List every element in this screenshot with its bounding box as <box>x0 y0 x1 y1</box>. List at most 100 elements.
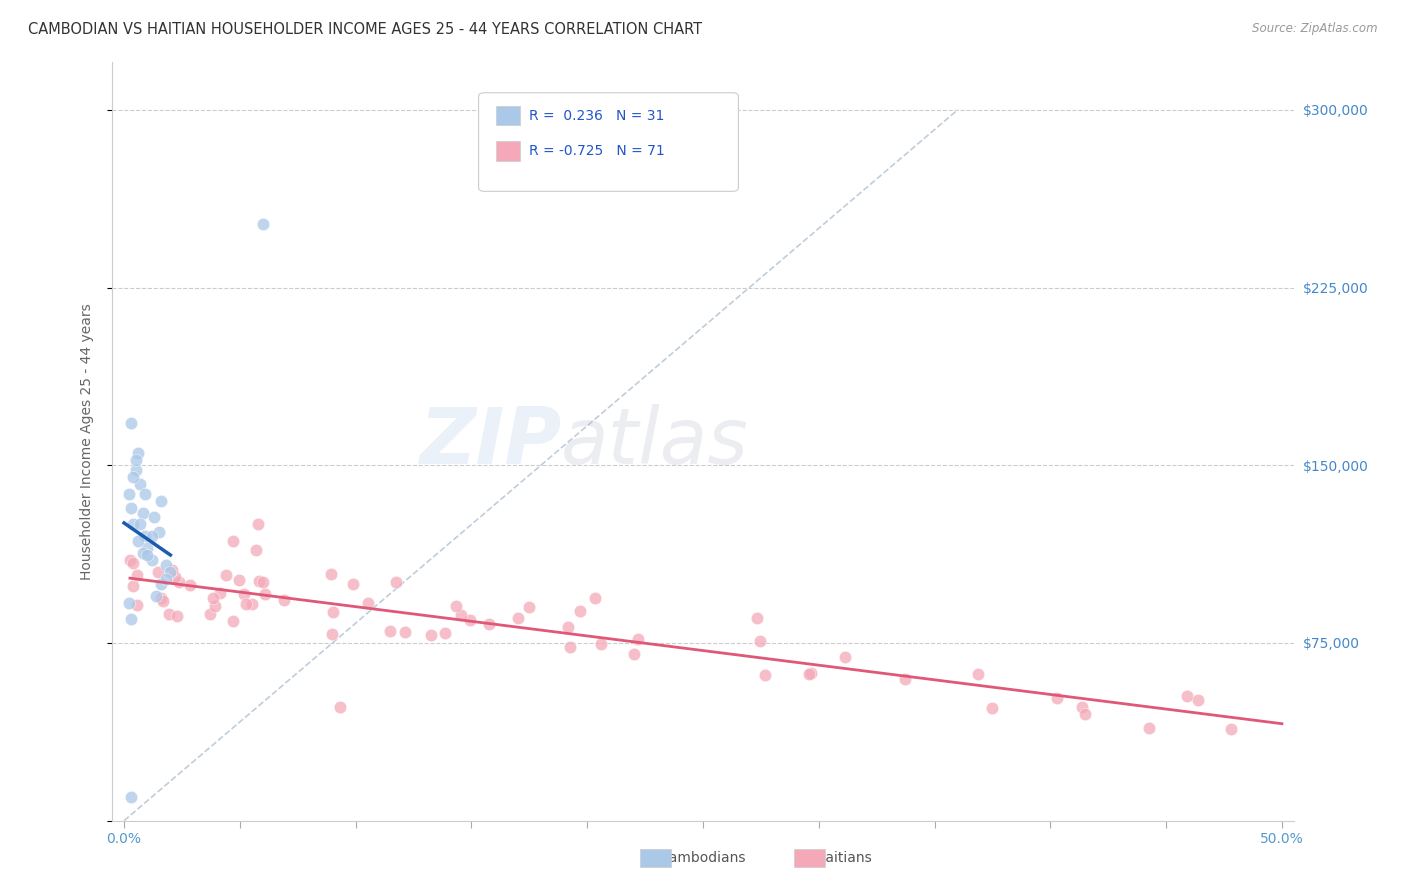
Point <box>120 416 142 430</box>
Point <box>385 575 408 590</box>
Text: R =  0.236   N = 31: R = 0.236 N = 31 <box>530 109 665 122</box>
Point <box>127 446 149 460</box>
Point <box>204 599 226 614</box>
Point <box>589 637 612 651</box>
Point <box>235 597 257 611</box>
Point <box>894 672 917 686</box>
Point <box>131 506 153 520</box>
Point <box>215 568 238 582</box>
Point <box>200 607 222 621</box>
Point <box>120 500 142 515</box>
Point <box>143 510 166 524</box>
Point <box>380 624 402 639</box>
Point <box>240 597 263 611</box>
Point <box>120 612 142 626</box>
Point <box>981 701 1004 715</box>
Point <box>1187 692 1209 706</box>
Text: CAMBODIAN VS HAITIAN HOUSEHOLDER INCOME AGES 25 - 44 YEARS CORRELATION CHART: CAMBODIAN VS HAITIAN HOUSEHOLDER INCOME … <box>28 22 702 37</box>
Point <box>254 587 277 601</box>
Point <box>122 579 145 593</box>
Point <box>141 553 163 567</box>
Point <box>517 599 540 614</box>
Point <box>321 627 343 641</box>
Point <box>222 614 245 628</box>
Point <box>167 575 190 590</box>
Point <box>1074 707 1097 722</box>
Point <box>342 577 364 591</box>
Point <box>141 529 163 543</box>
Point <box>179 577 201 591</box>
Point <box>155 572 177 586</box>
Point <box>557 620 579 634</box>
Point <box>124 453 146 467</box>
Point <box>446 599 468 613</box>
Point <box>125 568 148 582</box>
Y-axis label: Householder Income Ages 25 - 44 years: Householder Income Ages 25 - 44 years <box>80 303 94 580</box>
Point <box>1137 721 1160 735</box>
Point <box>136 548 159 563</box>
Point <box>322 605 344 619</box>
Point <box>148 524 170 539</box>
Point <box>129 477 152 491</box>
Point <box>319 566 342 581</box>
Point <box>749 633 772 648</box>
Point <box>152 594 174 608</box>
Point <box>208 586 231 600</box>
Point <box>157 607 180 621</box>
FancyBboxPatch shape <box>496 105 520 126</box>
Point <box>222 534 245 549</box>
Point <box>155 558 177 572</box>
Point <box>394 625 416 640</box>
Point <box>754 668 776 682</box>
Text: ZIP: ZIP <box>419 403 561 480</box>
Point <box>118 596 141 610</box>
Point <box>800 665 823 680</box>
Point <box>129 517 152 532</box>
Point <box>1071 699 1094 714</box>
Point <box>136 541 159 556</box>
Point <box>122 517 145 532</box>
Point <box>120 789 142 804</box>
Text: atlas: atlas <box>561 403 749 480</box>
Point <box>145 589 167 603</box>
FancyBboxPatch shape <box>478 93 738 191</box>
Point <box>434 625 457 640</box>
Point <box>159 565 181 579</box>
Point <box>127 534 149 549</box>
Point <box>134 486 156 500</box>
Point <box>745 611 768 625</box>
Point <box>232 587 254 601</box>
Point <box>134 529 156 543</box>
Point <box>118 486 141 500</box>
Point <box>150 576 173 591</box>
Point <box>834 650 856 665</box>
Point <box>478 617 501 632</box>
Point <box>460 613 482 627</box>
Point <box>583 591 606 605</box>
Point <box>273 593 295 607</box>
FancyBboxPatch shape <box>496 141 520 161</box>
Point <box>165 570 187 584</box>
Point <box>160 564 183 578</box>
Point <box>1177 689 1199 703</box>
Point <box>149 591 172 605</box>
Point <box>420 628 443 642</box>
Point <box>150 493 173 508</box>
Point <box>247 517 270 532</box>
Point <box>508 611 530 625</box>
Point <box>127 599 149 613</box>
Point <box>118 552 141 566</box>
Point <box>568 604 591 618</box>
Point <box>228 573 250 587</box>
Point <box>124 463 146 477</box>
Point <box>623 647 645 661</box>
Text: Source: ZipAtlas.com: Source: ZipAtlas.com <box>1253 22 1378 36</box>
Point <box>146 566 169 580</box>
Point <box>202 591 225 606</box>
Point <box>329 699 352 714</box>
Point <box>1220 722 1243 736</box>
Point <box>450 607 472 622</box>
Point <box>797 667 820 681</box>
Point <box>357 596 380 610</box>
Point <box>247 574 270 589</box>
